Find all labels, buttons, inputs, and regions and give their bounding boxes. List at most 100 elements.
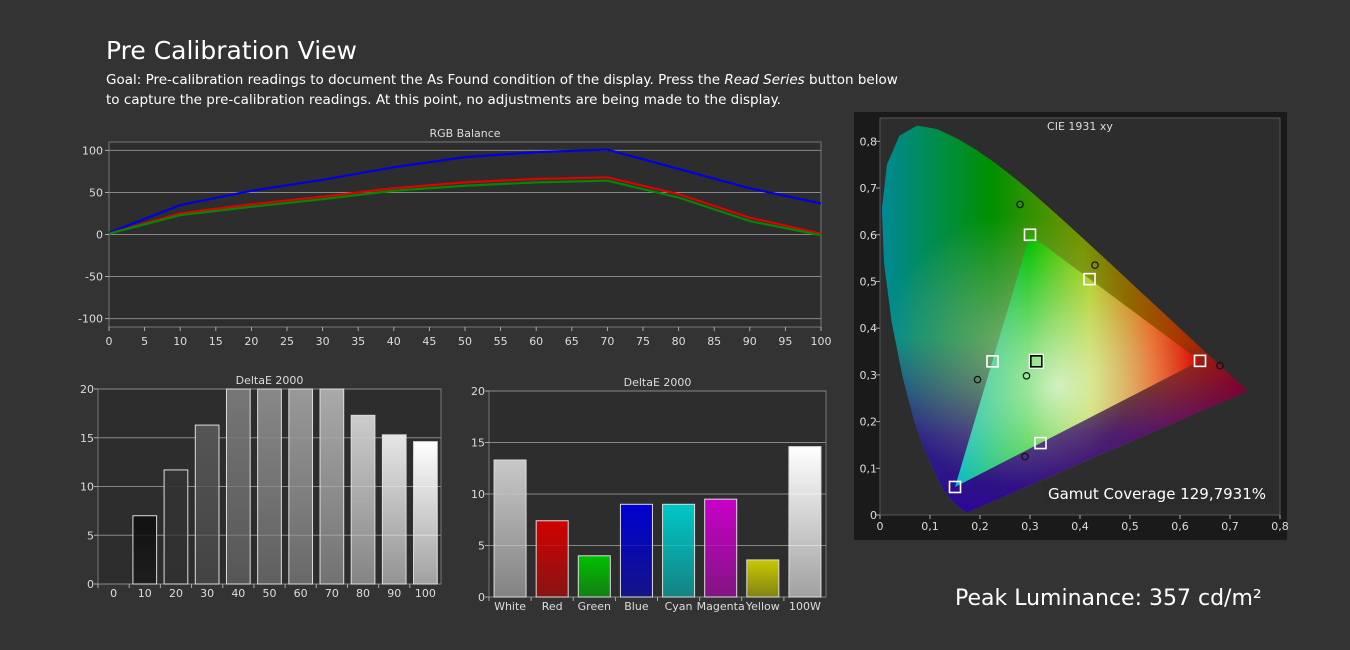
y-tick-label: 0 xyxy=(87,578,94,591)
x-tick-label: 20 xyxy=(169,587,183,600)
x-tick-label: 0,5 xyxy=(1121,520,1139,533)
measured-point-2 xyxy=(973,375,982,384)
x-tick-label: 10 xyxy=(138,587,152,600)
x-tick-label: 35 xyxy=(351,335,365,348)
x-tick-label: 10 xyxy=(173,335,187,348)
chart-title: DeltaE 2000 xyxy=(624,376,692,389)
x-tick-label: 5 xyxy=(141,335,148,348)
x-tick-label: Red xyxy=(542,600,563,613)
goal-suffix: button below to capture the pre-calibrat… xyxy=(106,72,898,108)
x-tick-label: 20 xyxy=(244,335,258,348)
y-tick-label: 0,5 xyxy=(860,275,878,288)
y-tick-label: 0,4 xyxy=(860,322,878,335)
y-tick-label: 20 xyxy=(80,383,94,396)
target-gamut-white xyxy=(955,234,1200,487)
read-series-reference: Read Series xyxy=(724,72,805,88)
y-tick-label: 0,2 xyxy=(860,416,878,429)
peak-luminance: Peak Luminance: 357 cd/m² xyxy=(955,586,1262,611)
x-tick-label: 0 xyxy=(106,335,113,348)
y-tick-label: 5 xyxy=(87,529,94,542)
x-tick-label: 25 xyxy=(280,335,294,348)
x-tick-label: 90 xyxy=(743,335,757,348)
bar-5 xyxy=(704,498,738,598)
page-title: Pre Calibration View xyxy=(106,36,357,65)
goal-prefix: Goal: Pre-calibration readings to docume… xyxy=(106,72,725,88)
target-point-5 xyxy=(1083,272,1096,286)
x-tick-label: Magenta xyxy=(697,600,745,613)
x-tick-label: 55 xyxy=(494,335,508,348)
bar-7 xyxy=(788,446,822,598)
target-point-2 xyxy=(948,480,962,494)
x-tick-label: Yellow xyxy=(745,600,780,613)
bar-7 xyxy=(319,388,345,585)
gamut-coverage-label: Gamut Coverage 129,7931% xyxy=(1048,485,1266,503)
x-tick-label: 40 xyxy=(387,335,401,348)
y-tick-label: 50 xyxy=(89,186,103,199)
measured-point-3 xyxy=(1091,261,1099,269)
white-point-outline xyxy=(1028,353,1044,369)
y-tick-label: 0,8 xyxy=(860,135,878,148)
x-tick-label: 0,7 xyxy=(1221,520,1239,533)
x-tick-label: 95 xyxy=(778,335,792,348)
x-tick-label: 0,2 xyxy=(971,520,989,533)
x-tick-label: Green xyxy=(578,600,611,613)
x-tick-label: 100 xyxy=(415,587,436,600)
y-tick-label: 20 xyxy=(471,385,485,398)
x-tick-label: 50 xyxy=(458,335,472,348)
bar-9 xyxy=(381,434,407,585)
x-tick-label: 70 xyxy=(325,587,339,600)
x-tick-label: Cyan xyxy=(665,600,693,613)
goal-text: Goal: Pre-calibration readings to docume… xyxy=(106,70,906,110)
y-tick-label: 0,7 xyxy=(860,182,878,195)
x-tick-label: 100W xyxy=(789,600,821,613)
x-tick-label: 30 xyxy=(200,587,214,600)
target-point-1 xyxy=(1023,228,1037,242)
series-line-2 xyxy=(108,179,822,237)
bar-5 xyxy=(257,388,282,585)
x-tick-label: 30 xyxy=(316,335,330,348)
x-tick-label: 65 xyxy=(565,335,579,348)
bar-1 xyxy=(132,515,158,585)
x-tick-label: 60 xyxy=(529,335,543,348)
measured-point-4 xyxy=(1021,452,1029,461)
x-tick-label: 100 xyxy=(811,335,832,348)
target-point-3 xyxy=(986,355,999,368)
x-tick-label: 0,3 xyxy=(1021,520,1039,533)
x-tick-label: 75 xyxy=(636,335,650,348)
y-tick-label: -100 xyxy=(78,313,103,326)
x-tick-label: 50 xyxy=(263,587,277,600)
x-tick-label: 80 xyxy=(672,335,686,348)
y-tick-label: 0 xyxy=(96,229,103,242)
bar-4 xyxy=(662,503,696,598)
target-point-6 xyxy=(1030,355,1043,368)
bar-2 xyxy=(163,469,189,585)
x-tick-label: 0,4 xyxy=(1071,520,1089,533)
x-tick-label: 0,8 xyxy=(1271,520,1289,533)
chart-title: DeltaE 2000 xyxy=(236,374,304,387)
y-tick-label: 0,6 xyxy=(860,229,878,242)
bar-10 xyxy=(413,441,438,585)
x-tick-label: 40 xyxy=(231,587,245,600)
bar-0 xyxy=(493,459,527,598)
y-tick-label: 5 xyxy=(478,540,485,553)
y-tick-label: -50 xyxy=(85,271,103,284)
x-tick-label: 0 xyxy=(110,587,117,600)
x-tick-label: 0 xyxy=(877,520,884,533)
series-line-1 xyxy=(108,176,822,235)
bar-8 xyxy=(350,414,376,585)
bar-1 xyxy=(535,520,569,598)
x-tick-label: White xyxy=(494,600,526,613)
x-tick-label: 0,1 xyxy=(921,520,939,533)
x-tick-label: 85 xyxy=(707,335,721,348)
y-tick-label: 10 xyxy=(471,488,485,501)
y-tick-label: 10 xyxy=(80,481,94,494)
x-tick-label: 80 xyxy=(356,587,370,600)
y-tick-label: 15 xyxy=(471,437,485,450)
measured-point-5 xyxy=(1022,372,1031,380)
x-tick-label: 15 xyxy=(209,335,223,348)
bar-6 xyxy=(288,388,314,585)
series-line-0 xyxy=(108,148,822,234)
